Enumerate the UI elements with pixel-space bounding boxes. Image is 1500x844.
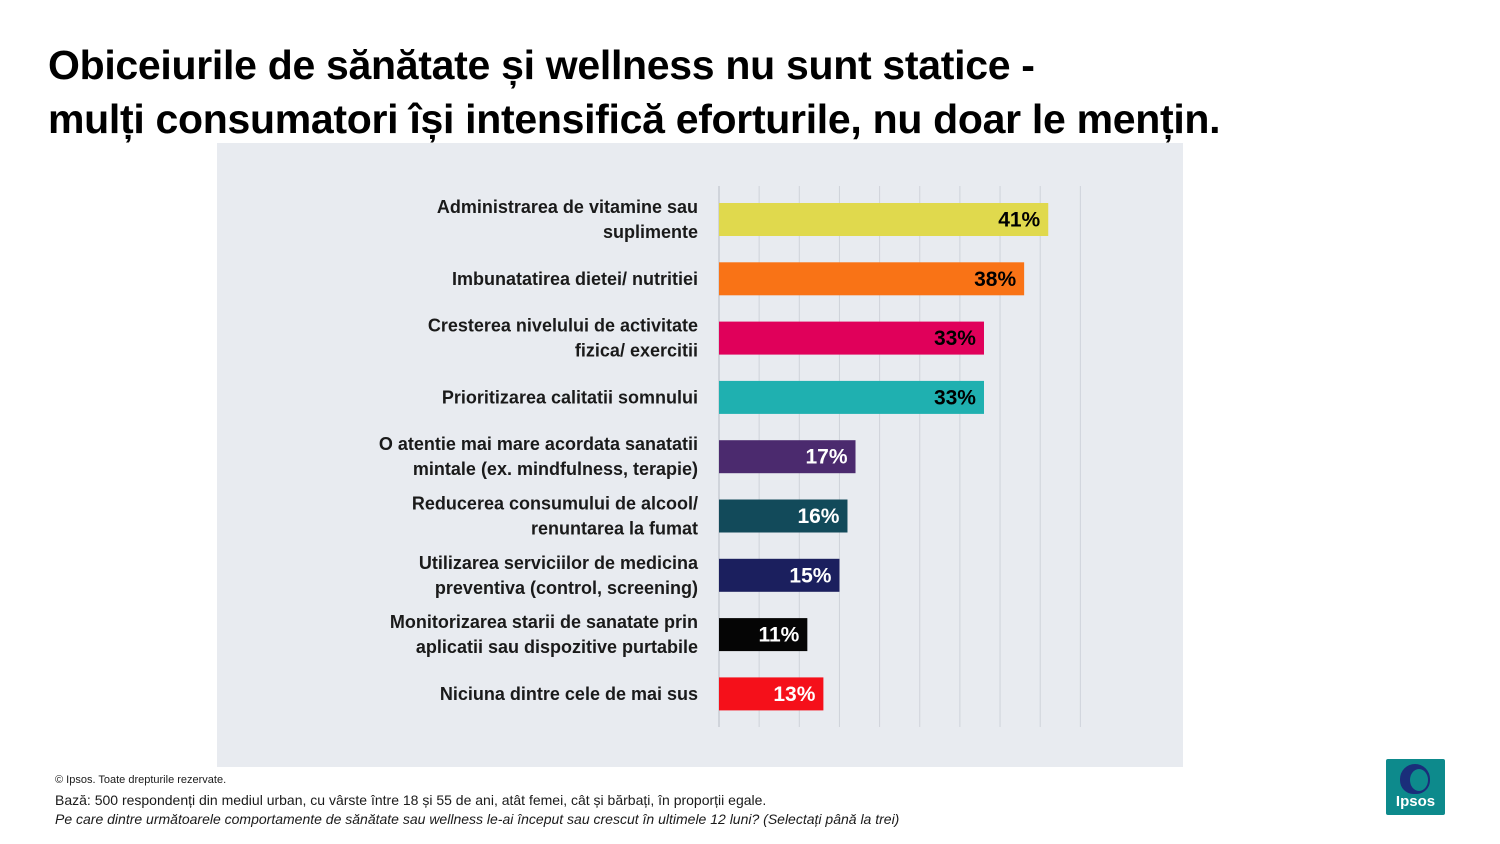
data-label: 17% xyxy=(805,446,847,469)
category-label: Niciuna dintre cele de mai sus xyxy=(440,684,698,704)
category-label: Administrarea de vitamine sau suplimente xyxy=(437,197,698,242)
data-label: 16% xyxy=(797,505,839,528)
footer: © Ipsos. Toate drepturile rezervate. Baz… xyxy=(55,773,1255,828)
category-label: Monitorizarea starii de sanatate prin apl… xyxy=(390,612,698,657)
copyright-text: © Ipsos. Toate drepturile rezervate. xyxy=(55,774,227,786)
bar xyxy=(719,499,848,533)
ipsos-logo: Ipsos xyxy=(1386,759,1445,815)
bar-chart: 41% Administrarea de vitamine sau suplimen… xyxy=(379,186,1081,727)
bar xyxy=(719,677,824,711)
category-label: Reducerea consumului de alcool/renuntare… xyxy=(412,494,698,539)
category-label-line: aplicatii sau dispozitive purtabile xyxy=(416,637,698,657)
category-label-line: Utilizarea serviciilor de medicina xyxy=(419,553,699,573)
category-label-line: Prioritizarea calitatii somnului xyxy=(442,387,698,407)
bar xyxy=(719,203,1049,236)
category-label-line: Niciuna dintre cele de mai sus xyxy=(440,684,698,704)
category-label-line: Administrarea de vitamine sau xyxy=(437,197,698,217)
category-label: O atentie mai mare acordata sanatatii min… xyxy=(379,434,698,479)
title-line-2: mulți consumatori își intensifică efortu… xyxy=(48,96,1221,142)
category-label: Cresterea nivelului de activitate fizica/… xyxy=(428,316,698,361)
data-label: 33% xyxy=(934,386,976,409)
survey-question: Pe care dintre următoarele comportamente… xyxy=(55,811,900,827)
title-line-1: Obiceiurile de sănătate și wellness nu s… xyxy=(48,42,1035,88)
bar xyxy=(719,440,856,474)
data-label: 15% xyxy=(789,564,831,587)
chart-panel: 41% Administrarea de vitamine sau suplimen… xyxy=(217,143,1183,767)
category-label-line: preventiva (control, screening) xyxy=(435,578,698,598)
data-label: 13% xyxy=(773,683,815,706)
page-title: Obiceiurile de sănătate și wellness nu s… xyxy=(48,38,1468,146)
logo-word: Ipsos xyxy=(1395,793,1436,810)
category-label-line: mintale (ex. mindfulness, terapie) xyxy=(413,459,698,479)
category-label-line: suplimente xyxy=(603,222,698,242)
bar xyxy=(719,618,808,652)
bar xyxy=(719,321,984,355)
category-label: Utilizarea serviciilor de medicina preven… xyxy=(419,553,699,598)
bar xyxy=(719,262,1025,296)
category-label-line: renuntarea la fumat xyxy=(531,519,698,539)
category-label-line: O atentie mai mare acordata sanatatii xyxy=(379,434,698,454)
category-label-line: Cresterea nivelului de activitate xyxy=(428,316,698,336)
category-label-line: Monitorizarea starii de sanatate prin xyxy=(390,612,698,632)
category-label-line: Reducerea consumului de alcool/ xyxy=(412,494,698,514)
data-label: 41% xyxy=(998,209,1040,232)
bar xyxy=(719,558,840,592)
data-label: 33% xyxy=(934,327,976,350)
base-note: Bază: 500 respondenți din mediul urban, … xyxy=(55,792,767,808)
bar xyxy=(719,380,984,414)
category-label: Prioritizarea calitatii somnului xyxy=(442,387,698,407)
logo-cutout xyxy=(1410,769,1428,791)
category-label-line: Imbunatatirea dietei/ nutritiei xyxy=(452,269,698,289)
category-label: Imbunatatirea dietei/ nutritiei xyxy=(452,269,698,289)
data-label: 38% xyxy=(974,268,1016,291)
category-label-line: fizica/ exercitii xyxy=(575,341,698,361)
data-label: 11% xyxy=(758,624,799,647)
